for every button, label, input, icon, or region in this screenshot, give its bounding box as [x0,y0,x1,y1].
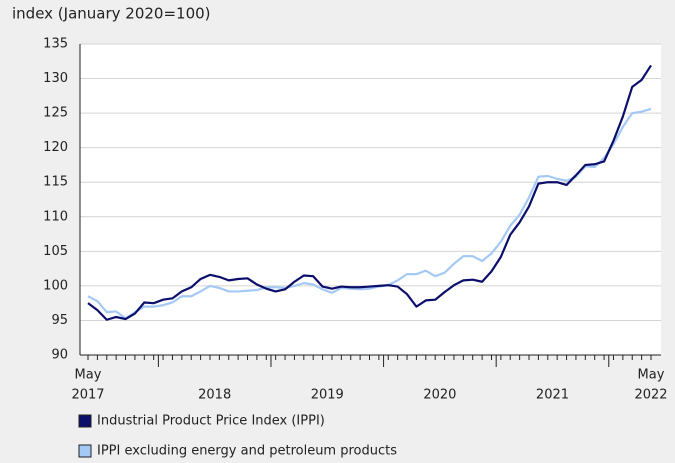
legend-swatch [78,414,92,428]
series-line [87,107,652,320]
plot-area [80,44,661,355]
x-tick-label: 2021 [536,388,569,403]
x-tick-label: 2019 [311,388,344,403]
y-tick-label: 100 [43,278,68,293]
y-tick-label: 130 [43,71,68,86]
y-tick-label: 105 [43,244,68,259]
y-tick-label: 115 [43,175,68,190]
y-tick-label: 125 [43,106,68,121]
x-tick-label: May [638,368,665,383]
y-tick-label: 110 [43,209,68,224]
legend-label: Industrial Product Price Index (IPPI) [97,414,325,429]
y-axis-label: index (January 2020=100) [12,5,211,23]
x-tick-label: 2020 [423,388,456,403]
legend-swatch [78,444,92,458]
x-tick-label: May [75,368,102,383]
y-tick-label: 120 [43,140,68,155]
legend-label: IPPI excluding energy and petroleum prod… [97,444,397,459]
x-tick-label: 2017 [71,388,104,403]
x-tick-label: 2022 [634,388,667,403]
x-tick-label: 2018 [198,388,231,403]
series-line [87,64,652,321]
y-tick-label: 135 [43,37,68,52]
y-tick-label: 95 [51,313,68,328]
y-tick-label: 90 [51,348,68,363]
